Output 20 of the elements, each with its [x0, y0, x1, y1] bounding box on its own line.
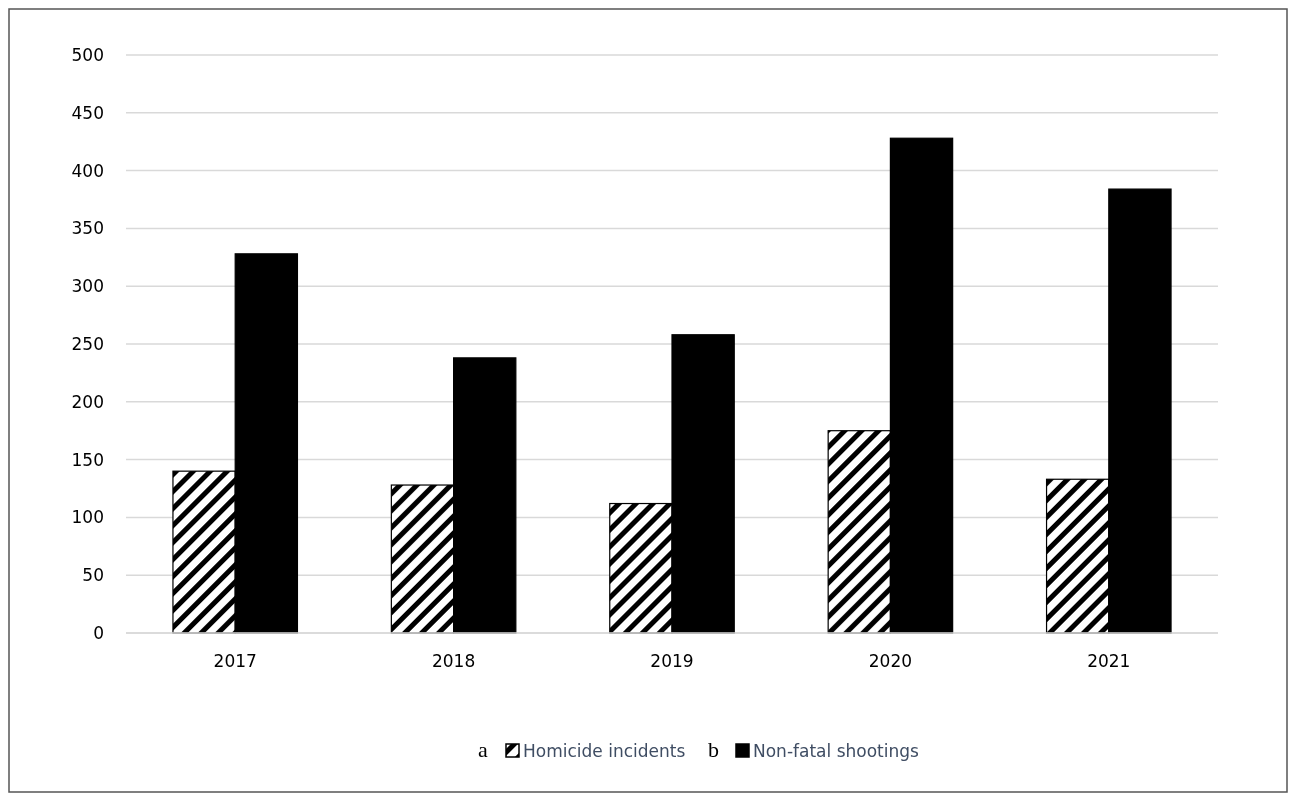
y-tick-label: 450 [71, 102, 104, 123]
text: a [478, 737, 488, 762]
x-tick-label: 2017 [213, 651, 257, 671]
x-tick-label: 2020 [868, 651, 913, 671]
x-tick-label: 2019 [650, 651, 694, 671]
y-tick-label: 400 [71, 160, 104, 181]
y-tick-label: 350 [71, 218, 104, 239]
y-tick-label: 250 [71, 333, 104, 354]
text: b [708, 737, 719, 762]
y-tick-label: 150 [71, 449, 104, 470]
y-tick-label: 300 [71, 276, 104, 297]
y-tick-label: 500 [71, 44, 104, 65]
legend-label: Homicide incidents [523, 741, 686, 761]
x-tick-label: 2021 [1087, 651, 1131, 671]
x-tick-label: 2018 [431, 651, 476, 671]
y-tick-label: 0 [93, 622, 104, 643]
y-tick-label: 50 [82, 565, 104, 586]
y-tick-label: 100 [71, 507, 104, 528]
y-tick-label: 200 [71, 391, 104, 412]
legend-label: Non-fatal shootings [753, 741, 920, 761]
